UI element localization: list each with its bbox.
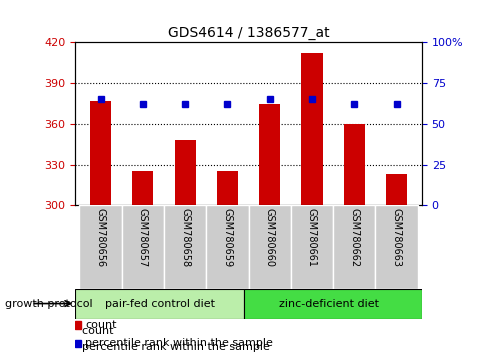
Text: GSM780660: GSM780660 (264, 208, 274, 267)
Title: GDS4614 / 1386577_at: GDS4614 / 1386577_at (167, 26, 329, 40)
Text: growth protocol: growth protocol (5, 298, 92, 309)
Text: count: count (75, 326, 113, 336)
Bar (216, 171, 238, 205)
Bar (75, 340, 81, 347)
Text: GSM780661: GSM780661 (306, 208, 317, 267)
Bar (75, 321, 81, 329)
FancyBboxPatch shape (375, 205, 417, 289)
Bar (301, 53, 322, 205)
FancyBboxPatch shape (290, 205, 333, 289)
Bar (132, 171, 153, 205)
Bar (258, 104, 280, 205)
Text: percentile rank within the sample: percentile rank within the sample (75, 342, 270, 352)
Bar (385, 174, 406, 205)
Text: GSM780659: GSM780659 (222, 208, 232, 267)
FancyBboxPatch shape (248, 205, 290, 289)
Text: percentile rank within the sample: percentile rank within the sample (85, 338, 272, 348)
Text: GSM780663: GSM780663 (391, 208, 401, 267)
Bar (174, 140, 196, 205)
FancyBboxPatch shape (75, 289, 244, 319)
Text: GSM780657: GSM780657 (137, 208, 148, 267)
Text: zinc-deficient diet: zinc-deficient diet (278, 298, 378, 309)
FancyBboxPatch shape (333, 205, 375, 289)
FancyBboxPatch shape (244, 289, 421, 319)
FancyBboxPatch shape (121, 205, 164, 289)
Text: GSM780662: GSM780662 (348, 208, 359, 267)
Text: GSM780658: GSM780658 (180, 208, 190, 267)
Text: GSM780656: GSM780656 (95, 208, 106, 267)
Text: pair-fed control diet: pair-fed control diet (105, 298, 214, 309)
Text: count: count (85, 320, 116, 330)
FancyBboxPatch shape (206, 205, 248, 289)
Bar (343, 124, 364, 205)
FancyBboxPatch shape (164, 205, 206, 289)
FancyBboxPatch shape (79, 205, 121, 289)
Bar (90, 101, 111, 205)
